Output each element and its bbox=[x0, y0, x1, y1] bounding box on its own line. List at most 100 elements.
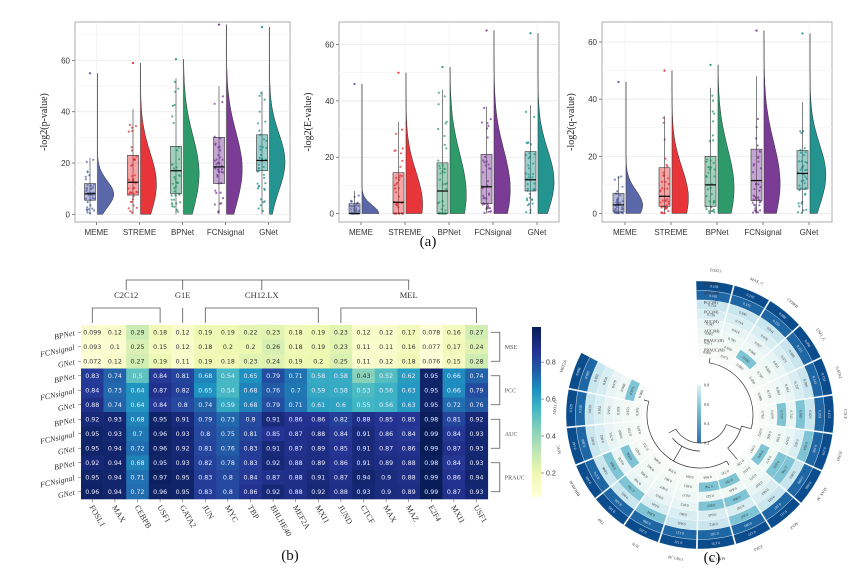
heatmap-cell-value: 0.81 bbox=[447, 416, 461, 423]
data-point bbox=[216, 174, 219, 177]
heatmap-cell-value: 0.27 bbox=[130, 358, 144, 365]
heatmap-cell-value: 0.58 bbox=[311, 373, 325, 380]
heatmap-cell-value: 0.95 bbox=[424, 373, 438, 380]
data-point bbox=[482, 194, 485, 197]
ring-cell-value: 0.141 bbox=[572, 441, 578, 450]
data-point bbox=[214, 143, 217, 146]
heatmap-cell bbox=[397, 397, 421, 413]
ring-cell-value: 0.831 bbox=[683, 483, 692, 488]
data-point bbox=[86, 183, 89, 186]
heatmap-cell bbox=[352, 426, 376, 442]
outlier-point bbox=[441, 65, 444, 69]
data-point bbox=[798, 184, 801, 187]
heatmap-cell-value: 0.84 bbox=[243, 474, 257, 481]
heatmap-cell bbox=[81, 368, 104, 384]
heatmap-cell bbox=[307, 354, 330, 369]
heatmap-cell-value: 0.91 bbox=[356, 460, 370, 467]
heatmap-cell-value: 0.94 bbox=[108, 445, 122, 452]
y-tick-label: 60 bbox=[61, 56, 70, 65]
colorbar-tick-label: 0.6 bbox=[546, 397, 556, 404]
data-point bbox=[256, 182, 259, 185]
heatmap-cell-value: 0.86 bbox=[379, 431, 393, 438]
ring-cell-value: 0.656 bbox=[724, 345, 733, 352]
data-point bbox=[617, 212, 621, 215]
heatmap-cell-value: 0.87 bbox=[266, 474, 280, 481]
heatmap-cell bbox=[465, 484, 489, 500]
data-point bbox=[261, 209, 264, 212]
data-point bbox=[662, 116, 665, 119]
heatmap-cell bbox=[81, 412, 104, 427]
data-point bbox=[487, 124, 490, 127]
outlier-point bbox=[485, 29, 488, 32]
data-point bbox=[531, 176, 534, 179]
heatmap-cell-value: 0.93 bbox=[108, 416, 122, 423]
heatmap-cell bbox=[307, 484, 330, 500]
heatmap-cell-value: 0.72 bbox=[130, 489, 144, 496]
ring-cell-value: 0.858 bbox=[602, 376, 609, 385]
ring-cell-value: 0.914 bbox=[784, 384, 790, 393]
sector-label: JUND bbox=[836, 450, 844, 461]
data-point bbox=[708, 212, 711, 215]
ring-cell-value: 0.922 bbox=[593, 373, 600, 382]
data-point bbox=[713, 175, 716, 178]
data-point bbox=[215, 163, 218, 166]
data-point bbox=[394, 191, 398, 194]
heatmap-cell bbox=[261, 441, 285, 456]
heatmap-cell-value: 0.59 bbox=[311, 387, 325, 394]
ring-cell-value: 0.919 bbox=[784, 436, 790, 445]
ring-cell-value: 0.616 bbox=[772, 460, 780, 469]
data-point bbox=[662, 174, 665, 177]
data-point bbox=[259, 148, 262, 151]
top-bracket bbox=[125, 279, 410, 290]
heatmap-cell bbox=[103, 412, 127, 427]
heatmap-cell bbox=[442, 368, 466, 384]
heatmap-cell bbox=[194, 383, 217, 398]
heatmap-cell bbox=[171, 412, 195, 427]
ring-cell-value: 0.822 bbox=[793, 439, 799, 448]
heatmap-cell bbox=[420, 426, 443, 442]
data-point bbox=[620, 175, 623, 178]
heatmap-cell bbox=[397, 470, 421, 485]
data-point bbox=[708, 200, 711, 203]
data-point bbox=[804, 160, 807, 163]
heatmap-cell-value: 0.92 bbox=[311, 489, 325, 496]
data-point bbox=[805, 208, 808, 211]
heatmap-cell bbox=[81, 455, 104, 471]
ring-cell bbox=[757, 405, 768, 425]
data-point bbox=[217, 211, 220, 214]
data-point bbox=[219, 202, 222, 205]
outlier-point bbox=[801, 32, 804, 35]
heatmap-cell-value: 0.9 bbox=[381, 489, 391, 496]
data-point bbox=[752, 171, 755, 174]
data-point bbox=[85, 208, 88, 211]
ring-cell-value: 0.085 bbox=[584, 370, 591, 379]
heatmap-cell-value: 0.16 bbox=[447, 329, 461, 336]
data-point bbox=[664, 199, 667, 202]
heatmap-cell-value: 0.8 bbox=[200, 431, 210, 438]
dendrogram-arc bbox=[672, 437, 701, 452]
data-point bbox=[527, 173, 530, 176]
heatmap-cell-value: 0.66 bbox=[447, 373, 461, 380]
data-point bbox=[87, 208, 90, 211]
ring-cell-value: 0.927 bbox=[754, 341, 763, 349]
ring-cell bbox=[647, 451, 667, 471]
heatmap-row-label: BPNet bbox=[53, 372, 76, 385]
box-fcnsignal bbox=[750, 148, 763, 201]
heatmap-row-label: FCNsignal bbox=[38, 343, 76, 359]
heatmap-cell-value: 0.84 bbox=[153, 402, 167, 409]
heatmap-cell-value: 0.076 bbox=[422, 358, 440, 365]
heatmap-cell-value: 0.24 bbox=[469, 344, 483, 351]
heatmap-cell-value: 0.93 bbox=[469, 460, 483, 467]
heatmap-cell-value: 0.96 bbox=[153, 431, 167, 438]
heatmap-cell-value: 0.19 bbox=[198, 358, 212, 365]
data-point bbox=[357, 204, 360, 207]
data-point bbox=[91, 194, 94, 197]
heatmap-cell bbox=[465, 426, 489, 442]
data-point bbox=[260, 92, 263, 95]
heatmap-cell bbox=[216, 484, 240, 500]
sector-label: MAX_M bbox=[816, 487, 829, 503]
ring-cell-value: 0.766 bbox=[704, 484, 713, 489]
ring-cell-value: 0.091 bbox=[818, 410, 822, 418]
data-point bbox=[221, 100, 224, 104]
data-point bbox=[613, 178, 616, 181]
